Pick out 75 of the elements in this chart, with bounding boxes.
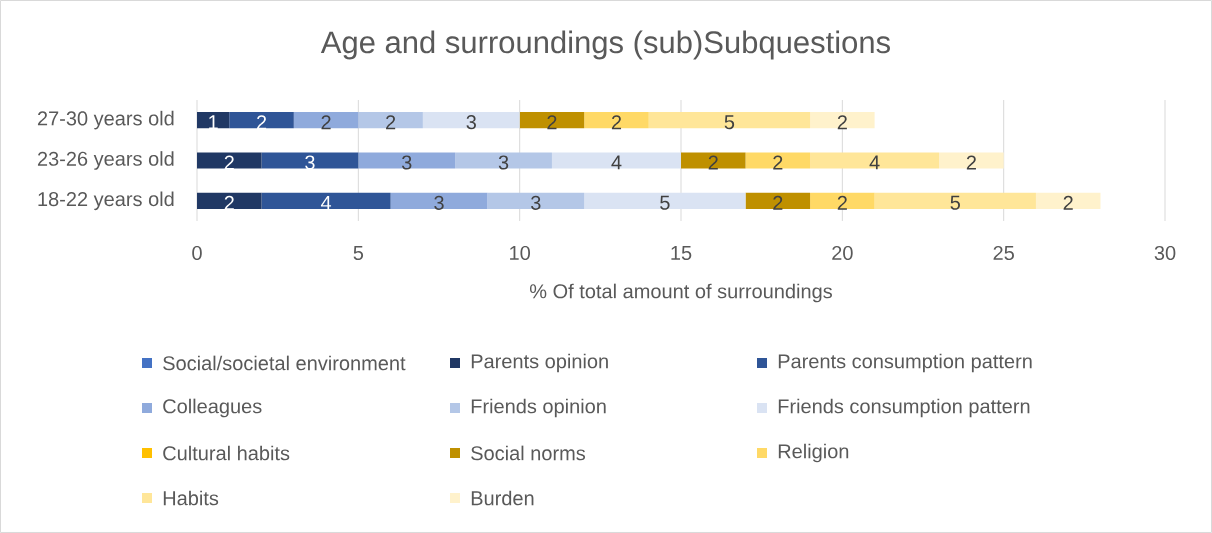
bar <box>551 152 682 169</box>
x-tick-label: 30 <box>1154 245 1176 261</box>
bar <box>422 112 520 129</box>
bar <box>519 112 585 129</box>
data-label: 2 <box>773 195 783 210</box>
legend-label: Colleagues <box>163 398 262 418</box>
x-tick-label: 15 <box>671 246 692 260</box>
data-label: 2 <box>837 115 847 130</box>
bar <box>810 152 940 169</box>
bar <box>455 152 552 169</box>
data-label: 3 <box>305 155 315 170</box>
legend-label: Parents opinion <box>471 353 608 373</box>
legend-label: Burden <box>471 490 534 506</box>
data-label: 1 <box>209 115 218 130</box>
legend-label: Social norms <box>471 445 586 461</box>
bar <box>197 192 262 209</box>
legend-label: Friends consumption pattern <box>778 398 1030 418</box>
legend-label: Friends opinion <box>471 398 606 418</box>
legend-label: Religion <box>778 443 849 463</box>
x-tick-label: 25 <box>993 245 1014 261</box>
bar <box>261 192 391 209</box>
data-label: 2 <box>611 115 622 130</box>
bar <box>229 112 294 129</box>
data-label: 3 <box>531 195 541 210</box>
bar <box>584 192 746 209</box>
bar <box>745 152 811 169</box>
data-label: 3 <box>498 155 509 170</box>
y-tick-label: 27-30 years old <box>37 110 174 130</box>
x-tick-label: 20 <box>832 245 853 261</box>
data-label: 5 <box>660 195 670 210</box>
data-label: 4 <box>611 155 622 170</box>
data-label: 5 <box>950 195 960 210</box>
data-label: 3 <box>401 155 412 170</box>
x-tick-label: 5 <box>353 246 364 260</box>
bar <box>293 112 359 129</box>
bar <box>197 152 262 169</box>
legend-label: Cultural habits <box>163 445 290 461</box>
data-label: 2 <box>386 115 396 130</box>
x-tick-label: 0 <box>192 245 202 261</box>
bar <box>261 152 359 169</box>
bar <box>681 152 746 169</box>
bar <box>648 112 811 129</box>
data-label: 5 <box>724 115 735 130</box>
bar <box>810 192 875 209</box>
bar <box>810 112 875 129</box>
data-label: 3 <box>434 195 444 210</box>
bar <box>584 112 649 129</box>
bar <box>745 192 811 209</box>
data-label: 2 <box>773 155 783 170</box>
data-label: 2 <box>321 115 331 130</box>
data-label: 2 <box>837 195 847 210</box>
data-label: 2 <box>966 155 976 170</box>
bar <box>1035 192 1101 209</box>
bar <box>939 152 1004 169</box>
y-tick-label: 23-26 years old <box>37 151 174 170</box>
bar <box>487 192 585 209</box>
data-label: 4 <box>320 195 332 210</box>
bar <box>197 112 230 129</box>
data-label: 2 <box>547 115 557 130</box>
data-label: 3 <box>466 115 476 130</box>
bar <box>358 152 456 169</box>
legend-label: Habits <box>163 490 219 506</box>
chart-title: Age and surroundings (sub)Subquestions <box>320 30 890 60</box>
y-tick-label: 18-22 years old <box>38 191 174 211</box>
bar <box>390 192 488 209</box>
bar <box>358 112 423 129</box>
x-tick-label: 10 <box>510 245 531 261</box>
data-label: 2 <box>1063 195 1073 210</box>
data-label: 4 <box>869 155 880 170</box>
data-label: 2 <box>256 115 267 130</box>
legend-label: Parents consumption pattern <box>778 353 1032 373</box>
legend-label: Social/societal environment <box>163 355 406 371</box>
data-label: 2 <box>708 155 718 170</box>
bar <box>874 192 1036 209</box>
x-axis-title: % Of total amount of surroundings <box>529 283 832 303</box>
